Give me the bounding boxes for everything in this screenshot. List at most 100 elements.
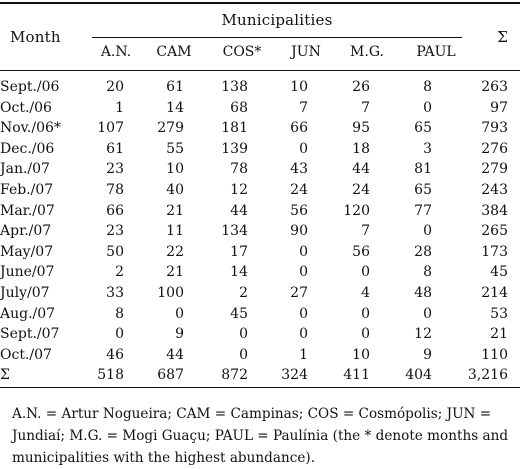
table-row: Mar./07 66 21 44 56 120 77 384 xyxy=(0,201,520,222)
count-cell: 139 xyxy=(221,140,248,157)
count-cell: 1 xyxy=(299,346,308,363)
count-cell: 518 xyxy=(97,367,124,384)
count-cell: 48 xyxy=(414,284,432,301)
count-cell: 4 xyxy=(361,284,370,301)
count-cell: 61 xyxy=(166,79,184,95)
count-cell: 1 xyxy=(115,99,124,116)
column-header-an: A.N. xyxy=(100,44,132,60)
count-cell: 44 xyxy=(352,161,370,178)
count-cell: 0 xyxy=(299,140,308,157)
month-cell: Sept./07 xyxy=(0,326,60,343)
month-cell: Feb./07 xyxy=(0,181,54,198)
count-cell: 44 xyxy=(230,202,248,219)
count-cell: 14 xyxy=(230,264,248,281)
column-header-cam: CAM xyxy=(156,44,192,60)
row-total-cell: 279 xyxy=(481,161,508,178)
count-cell: 95 xyxy=(352,120,370,137)
count-cell: 44 xyxy=(166,346,184,363)
column-header-mg: M.G. xyxy=(350,44,384,60)
table-row: Oct./06 1 14 68 7 7 0 97 xyxy=(0,98,520,119)
count-cell: 0 xyxy=(423,305,432,322)
count-cell: 3 xyxy=(423,140,432,157)
row-total-cell: 793 xyxy=(481,120,508,137)
month-cell: July/07 xyxy=(0,284,50,301)
count-cell: 12 xyxy=(230,181,248,198)
count-cell: 8 xyxy=(115,305,124,322)
count-cell: 14 xyxy=(166,99,184,116)
count-cell: 0 xyxy=(299,264,308,281)
count-cell: 0 xyxy=(175,305,184,322)
count-cell: 65 xyxy=(414,120,432,137)
total-column-header: Σ xyxy=(497,28,508,46)
count-cell: 56 xyxy=(290,202,308,219)
top-rule xyxy=(0,2,520,4)
count-cell: 134 xyxy=(221,223,248,240)
table-row: Apr./07 23 11 134 90 7 0 265 xyxy=(0,221,520,242)
count-cell: 181 xyxy=(221,120,248,137)
month-cell: June/07 xyxy=(0,264,55,281)
municipalities-group-header: Municipalities xyxy=(221,11,333,29)
row-total-cell: 110 xyxy=(481,346,508,363)
table-footnote: A.N. = Artur Nogueira; CAM = Campinas; C… xyxy=(12,406,509,466)
row-total-cell: 276 xyxy=(481,140,508,157)
count-cell: 23 xyxy=(106,161,124,178)
table-row: Sept./07 0 9 0 0 0 12 21 xyxy=(0,324,520,345)
count-cell: 0 xyxy=(299,305,308,322)
month-cell: Jan./07 xyxy=(0,161,50,178)
count-cell: 81 xyxy=(414,161,432,178)
count-cell: 10 xyxy=(352,346,370,363)
count-cell: 90 xyxy=(290,223,308,240)
month-cell: Sept./06 xyxy=(0,79,60,95)
row-total-cell: 97 xyxy=(490,99,508,116)
count-cell: 56 xyxy=(352,243,370,260)
count-cell: 27 xyxy=(290,284,308,301)
count-cell: 18 xyxy=(352,140,370,157)
count-cell: 7 xyxy=(361,223,370,240)
count-cell: 21 xyxy=(166,264,184,281)
table-row: Nov./06* 107 279 181 66 95 65 793 xyxy=(0,118,520,139)
count-cell: 138 xyxy=(221,79,248,95)
count-cell: 0 xyxy=(423,223,432,240)
total-row: Σ 518 687 872 324 411 404 3,216 xyxy=(0,365,520,386)
month-cell: Oct./07 xyxy=(0,346,52,363)
count-cell: 279 xyxy=(157,120,184,137)
count-cell: 24 xyxy=(290,181,308,198)
count-cell: 55 xyxy=(166,140,184,157)
count-cell: 2 xyxy=(115,264,124,281)
count-cell: 9 xyxy=(423,346,432,363)
count-cell: 0 xyxy=(299,326,308,343)
count-cell: 9 xyxy=(175,326,184,343)
count-cell: 65 xyxy=(414,181,432,198)
header-rule xyxy=(0,70,520,71)
count-cell: 8 xyxy=(423,264,432,281)
table-row: Feb./07 78 40 12 24 24 65 243 xyxy=(0,180,520,201)
row-total-cell: 214 xyxy=(481,284,508,301)
count-cell: 0 xyxy=(423,99,432,116)
count-cell: 7 xyxy=(299,99,308,116)
group-header-rule xyxy=(92,37,462,38)
count-cell: 8 xyxy=(423,79,432,95)
count-cell: 43 xyxy=(290,161,308,178)
count-cell: 2 xyxy=(239,284,248,301)
count-cell: 20 xyxy=(106,79,124,95)
column-header-jun: JUN xyxy=(291,44,321,60)
month-cell: May/07 xyxy=(0,243,54,260)
count-cell: 50 xyxy=(106,243,124,260)
count-cell: 78 xyxy=(230,161,248,178)
row-total-cell: 53 xyxy=(490,305,508,322)
count-cell: 45 xyxy=(230,305,248,322)
column-header-paul: PAUL xyxy=(416,44,456,60)
count-cell: 40 xyxy=(166,181,184,198)
count-cell: 10 xyxy=(166,161,184,178)
count-cell: 26 xyxy=(352,79,370,95)
count-cell: 324 xyxy=(281,367,308,384)
table-row: July/07 33 100 2 27 4 48 214 xyxy=(0,283,520,304)
count-cell: 0 xyxy=(361,264,370,281)
count-cell: 872 xyxy=(221,367,248,384)
month-cell: Mar./07 xyxy=(0,202,55,219)
row-total-cell: 243 xyxy=(481,181,508,198)
count-cell: 28 xyxy=(414,243,432,260)
count-cell: 0 xyxy=(361,326,370,343)
count-cell: 7 xyxy=(361,99,370,116)
